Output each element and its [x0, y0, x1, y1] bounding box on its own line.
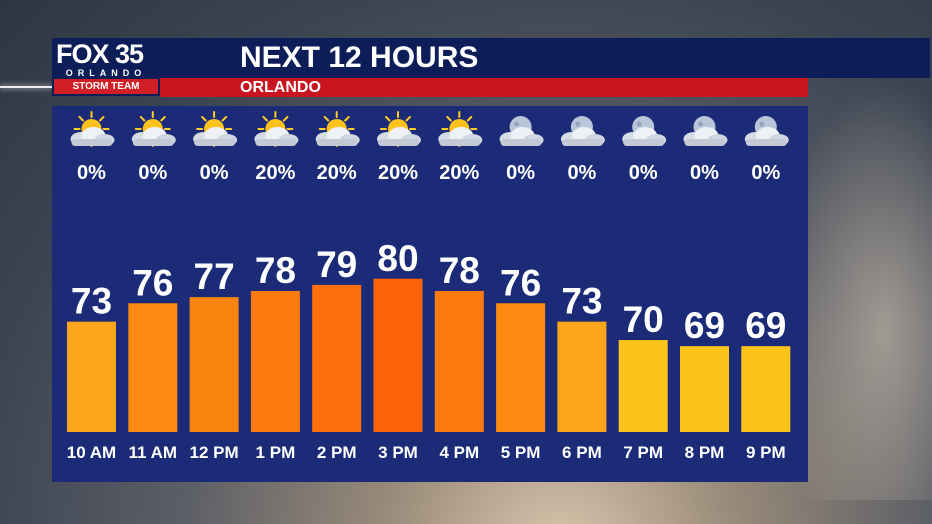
temperature-value-label: 73 — [561, 281, 602, 322]
temperature-bar — [741, 346, 791, 432]
hourly-temperature-chart: 0% 73 10 AM 0% 76 11 AM 0% 77 12 PM 20% 78 1 PM 20% 7… — [67, 111, 791, 462]
partly-sunny-icon — [70, 111, 115, 147]
logo-station: FOX 35 — [56, 39, 144, 69]
precip-label: 0% — [506, 162, 535, 184]
temperature-bar — [496, 303, 546, 432]
temperature-value-label: 77 — [194, 256, 235, 297]
temperature-value-label: 79 — [316, 244, 357, 285]
temperature-value-label: 73 — [71, 281, 112, 322]
station-logo: FOX 35 ORLANDO STORM TEAM — [52, 38, 160, 96]
precip-label: 20% — [255, 162, 295, 184]
temperature-bar — [680, 346, 729, 432]
precip-label: 20% — [317, 162, 357, 184]
temperature-value-label: 78 — [439, 250, 480, 291]
temperature-bar — [312, 284, 362, 432]
hour-label: 11 AM — [129, 443, 178, 462]
hour-label: 12 PM — [190, 443, 239, 462]
location-bar: ORLANDO — [160, 78, 808, 97]
precip-label: 20% — [378, 162, 418, 184]
temperature-bar — [128, 303, 178, 432]
precip-label: 0% — [138, 162, 167, 184]
partly-cloudy-night-icon — [744, 116, 789, 146]
precip-label: 0% — [77, 162, 106, 184]
temperature-bar — [557, 321, 607, 432]
precip-label: 0% — [629, 162, 658, 184]
hour-label: 4 PM — [439, 443, 479, 462]
partly-sunny-icon — [315, 111, 360, 147]
precip-label: 20% — [439, 162, 479, 184]
temperature-bar — [434, 291, 484, 432]
hour-label: 1 PM — [256, 443, 296, 462]
partly-cloudy-night-icon — [683, 116, 728, 146]
temperature-value-label: 78 — [255, 250, 296, 291]
logo-storm-team: STORM TEAM — [54, 79, 158, 94]
lens-flare — [0, 86, 52, 88]
forecast-panel: 0% 73 10 AM 0% 76 11 AM 0% 77 12 PM 20% 78 1 PM 20% 7… — [52, 106, 808, 482]
hour-label: 8 PM — [685, 443, 725, 462]
partly-sunny-icon — [254, 111, 299, 147]
temperature-bar — [67, 321, 116, 432]
temperature-value-label: 76 — [500, 262, 541, 303]
temperature-bar — [250, 291, 300, 432]
temperature-bar — [189, 297, 239, 432]
partly-sunny-icon — [131, 111, 176, 147]
partly-cloudy-night-icon — [499, 116, 544, 146]
temperature-bar — [618, 340, 668, 432]
hour-label: 2 PM — [317, 443, 357, 462]
hour-label: 10 AM — [67, 443, 116, 462]
temperature-bar — [373, 278, 423, 432]
temperature-value-label: 69 — [745, 305, 786, 346]
hour-label: 6 PM — [562, 443, 602, 462]
hour-label: 9 PM — [746, 443, 786, 462]
partly-sunny-icon — [438, 111, 483, 147]
partly-sunny-icon — [377, 111, 421, 147]
logo-city: ORLANDO — [65, 68, 147, 78]
temperature-value-label: 69 — [684, 305, 725, 346]
temperature-value-label: 70 — [623, 299, 664, 340]
chart-title: NEXT 12 HOURS — [240, 41, 479, 74]
title-bar: NEXT 12 HOURS — [160, 38, 930, 78]
hour-label: 7 PM — [623, 443, 663, 462]
precip-label: 0% — [751, 162, 780, 184]
precip-label: 0% — [690, 162, 719, 184]
precip-label: 0% — [567, 162, 596, 184]
partly-sunny-icon — [193, 111, 238, 147]
temperature-value-label: 76 — [132, 262, 173, 303]
location-label: ORLANDO — [240, 79, 321, 96]
precip-label: 0% — [200, 162, 229, 184]
hour-label: 3 PM — [378, 443, 418, 462]
temperature-value-label: 80 — [377, 238, 418, 279]
partly-cloudy-night-icon — [622, 116, 667, 146]
partly-cloudy-night-icon — [560, 116, 605, 146]
hour-label: 5 PM — [501, 443, 541, 462]
